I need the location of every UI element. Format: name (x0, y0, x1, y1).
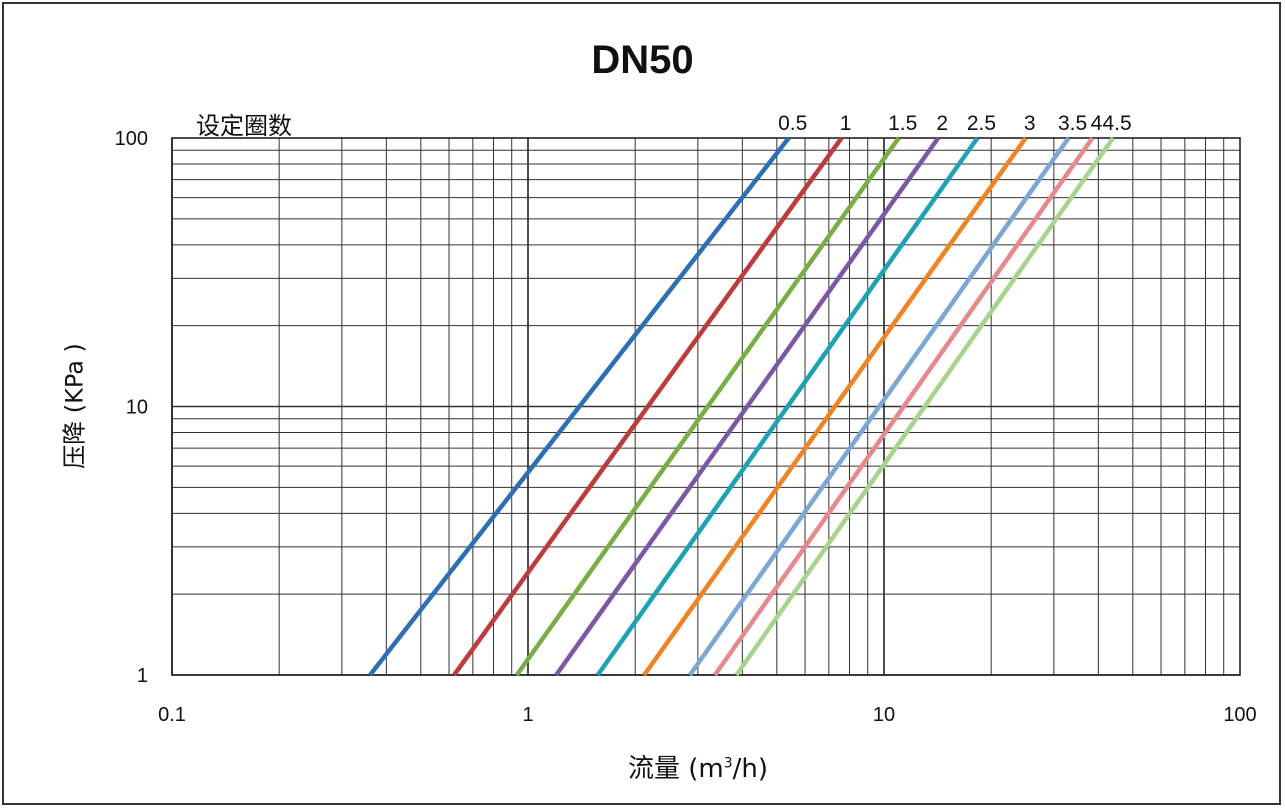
series-line-0.5 (368, 136, 791, 677)
x-tick-label: 1 (522, 704, 533, 726)
x-tick-label: 0.1 (158, 704, 186, 726)
series-line-4 (713, 136, 1095, 677)
series-line-2 (554, 136, 941, 677)
series-line-3.5 (688, 136, 1071, 677)
legend-title: 设定圈数 (196, 112, 292, 140)
chart-title: DN50 (591, 38, 694, 82)
series-line-1.5 (514, 136, 901, 677)
series-label-4: 4 (1091, 112, 1103, 135)
series-label-2.5: 2.5 (967, 112, 996, 135)
series-label-4.5: 4.5 (1102, 112, 1131, 135)
x-tick-label: 10 (873, 704, 895, 726)
series-label-1.5: 1.5 (888, 112, 917, 135)
series-label-3: 3 (1024, 112, 1036, 135)
series-line-4.5 (734, 136, 1115, 677)
x-axis-label-superscript: 3 (723, 755, 733, 772)
plot-border (171, 137, 1241, 676)
series-line-1 (452, 136, 844, 677)
x-axis-label: 流量 (m3/h) (628, 748, 768, 785)
series-line-3 (642, 136, 1028, 677)
series-label-0.5: 0.5 (778, 112, 807, 135)
series-label-3.5: 3.5 (1058, 112, 1087, 135)
series-label-1: 1 (840, 112, 852, 135)
y-tick-label: 100 (115, 128, 148, 150)
series-line-2.5 (595, 136, 980, 677)
x-tick-label: 100 (1223, 704, 1256, 726)
y-tick-label: 10 (126, 397, 148, 419)
series-label-2: 2 (936, 112, 948, 135)
y-tick-label: 1 (137, 665, 148, 687)
x-axis-label-prefix: 流量 (m (627, 754, 724, 784)
x-axis-label-suffix: /h) (732, 754, 769, 784)
